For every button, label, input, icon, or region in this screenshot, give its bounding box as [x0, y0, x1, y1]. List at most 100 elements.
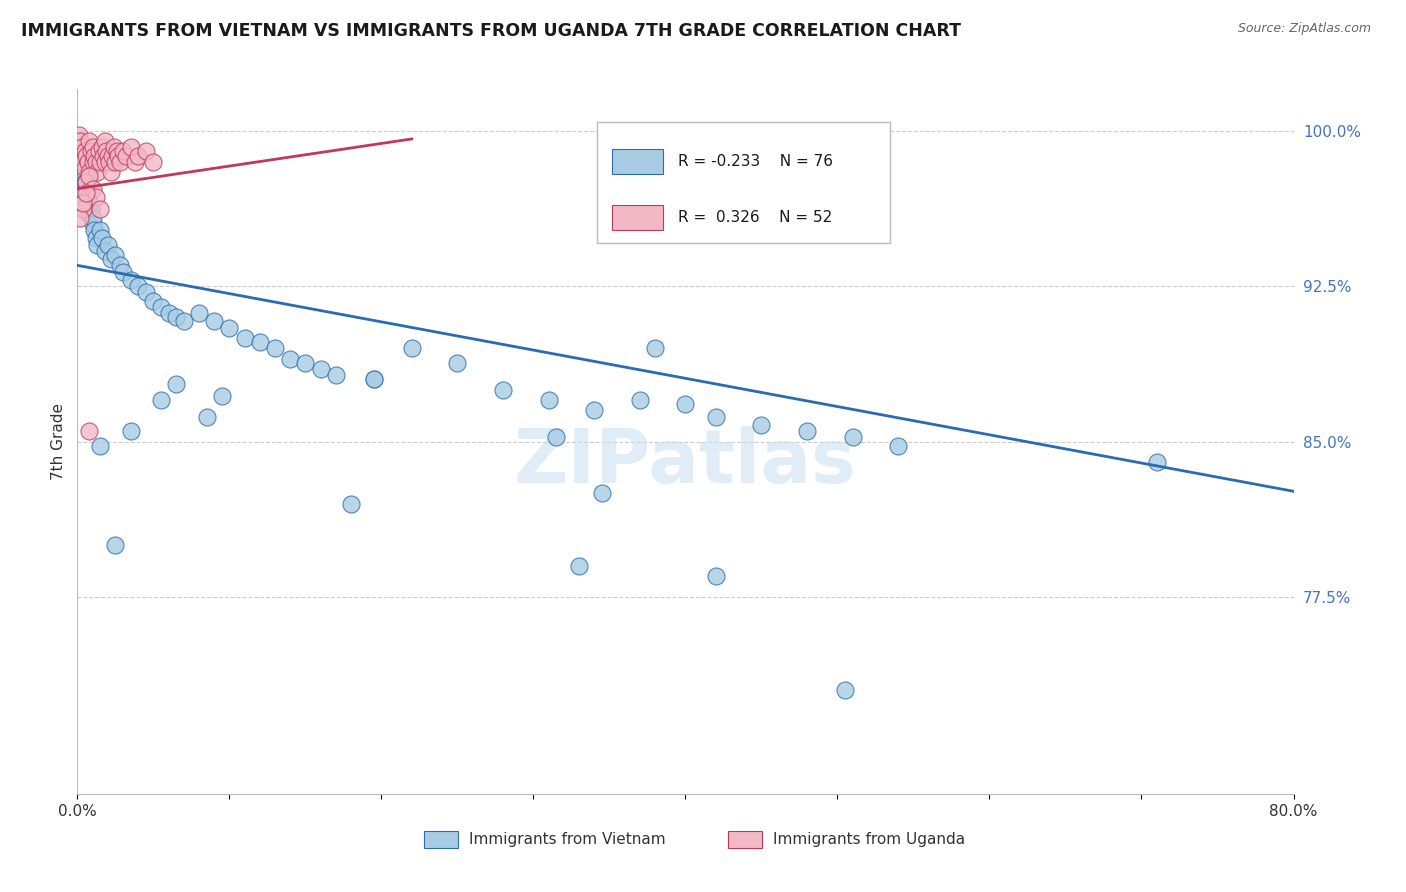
- Point: [83, 148, 105, 162]
- Point: [90, 231, 112, 245]
- Point: [84, 190, 107, 204]
- Text: R = -0.233    N = 76: R = -0.233 N = 76: [678, 154, 832, 169]
- Point: [149, 300, 172, 314]
- Point: [165, 376, 187, 391]
- Point: [537, 393, 560, 408]
- Point: [86, 237, 108, 252]
- Text: ZIPatlas: ZIPatlas: [515, 426, 856, 500]
- Point: [77, 154, 100, 169]
- Point: [108, 258, 131, 272]
- Point: [628, 393, 651, 408]
- Point: [69, 134, 91, 148]
- Point: [149, 393, 172, 408]
- Point: [751, 417, 773, 432]
- Point: [77, 190, 100, 204]
- Point: [72, 202, 94, 217]
- Point: [73, 145, 96, 159]
- Point: [108, 154, 131, 169]
- Point: [87, 145, 110, 159]
- Text: Source: ZipAtlas.com: Source: ZipAtlas.com: [1237, 22, 1371, 36]
- Point: [120, 424, 142, 438]
- Point: [69, 190, 91, 204]
- Point: [93, 154, 115, 169]
- Point: [104, 248, 127, 262]
- Bar: [425, 830, 458, 848]
- Point: [249, 334, 271, 349]
- Point: [363, 372, 385, 386]
- Point: [89, 154, 111, 169]
- Point: [100, 252, 122, 267]
- Point: [591, 486, 613, 500]
- Point: [704, 569, 727, 583]
- Point: [309, 362, 332, 376]
- Point: [70, 140, 93, 154]
- Point: [75, 186, 97, 200]
- Point: [340, 497, 363, 511]
- Bar: [728, 830, 762, 848]
- Y-axis label: 7th Grade: 7th Grade: [51, 403, 66, 480]
- Point: [104, 538, 127, 552]
- Point: [82, 211, 104, 225]
- Point: [80, 145, 103, 159]
- Point: [142, 154, 165, 169]
- Point: [105, 145, 128, 159]
- Point: [72, 161, 94, 175]
- Point: [82, 154, 104, 169]
- Point: [218, 320, 240, 334]
- Point: [104, 154, 127, 169]
- Point: [70, 145, 93, 159]
- Point: [195, 409, 218, 424]
- Point: [80, 202, 103, 217]
- Point: [90, 140, 112, 154]
- Point: [278, 351, 301, 366]
- Point: [294, 356, 316, 370]
- Point: [70, 196, 93, 211]
- Point: [79, 196, 101, 211]
- Point: [325, 368, 347, 383]
- Point: [83, 223, 105, 237]
- Point: [96, 145, 118, 159]
- Point: [75, 176, 97, 190]
- Text: Immigrants from Vietnam: Immigrants from Vietnam: [470, 832, 665, 847]
- Point: [704, 409, 727, 424]
- Point: [69, 140, 91, 154]
- Point: [70, 154, 93, 169]
- Point: [72, 196, 94, 211]
- Point: [73, 165, 96, 179]
- Point: [120, 140, 142, 154]
- Point: [100, 165, 122, 179]
- Text: Immigrants from Uganda: Immigrants from Uganda: [773, 832, 965, 847]
- Point: [127, 148, 149, 162]
- Point: [546, 430, 568, 444]
- Point: [79, 134, 101, 148]
- Point: [135, 285, 157, 300]
- Point: [98, 154, 121, 169]
- Point: [115, 148, 138, 162]
- Point: [211, 389, 233, 403]
- Point: [135, 145, 157, 159]
- Point: [75, 182, 97, 196]
- Point: [82, 182, 104, 196]
- Point: [124, 154, 146, 169]
- Point: [72, 169, 94, 184]
- Point: [841, 430, 863, 444]
- Point: [89, 439, 111, 453]
- Point: [70, 148, 93, 162]
- Point: [79, 165, 101, 179]
- Point: [72, 154, 94, 169]
- Point: [675, 397, 697, 411]
- Point: [363, 372, 385, 386]
- Point: [82, 217, 104, 231]
- Bar: [613, 205, 664, 230]
- Point: [84, 154, 107, 169]
- Point: [75, 148, 97, 162]
- Point: [93, 134, 115, 148]
- Text: R =  0.326    N = 52: R = 0.326 N = 52: [678, 211, 832, 226]
- Point: [73, 161, 96, 175]
- Point: [79, 424, 101, 438]
- Bar: [613, 149, 664, 174]
- Point: [79, 206, 101, 220]
- Point: [264, 341, 287, 355]
- Point: [69, 211, 91, 225]
- Point: [887, 439, 910, 453]
